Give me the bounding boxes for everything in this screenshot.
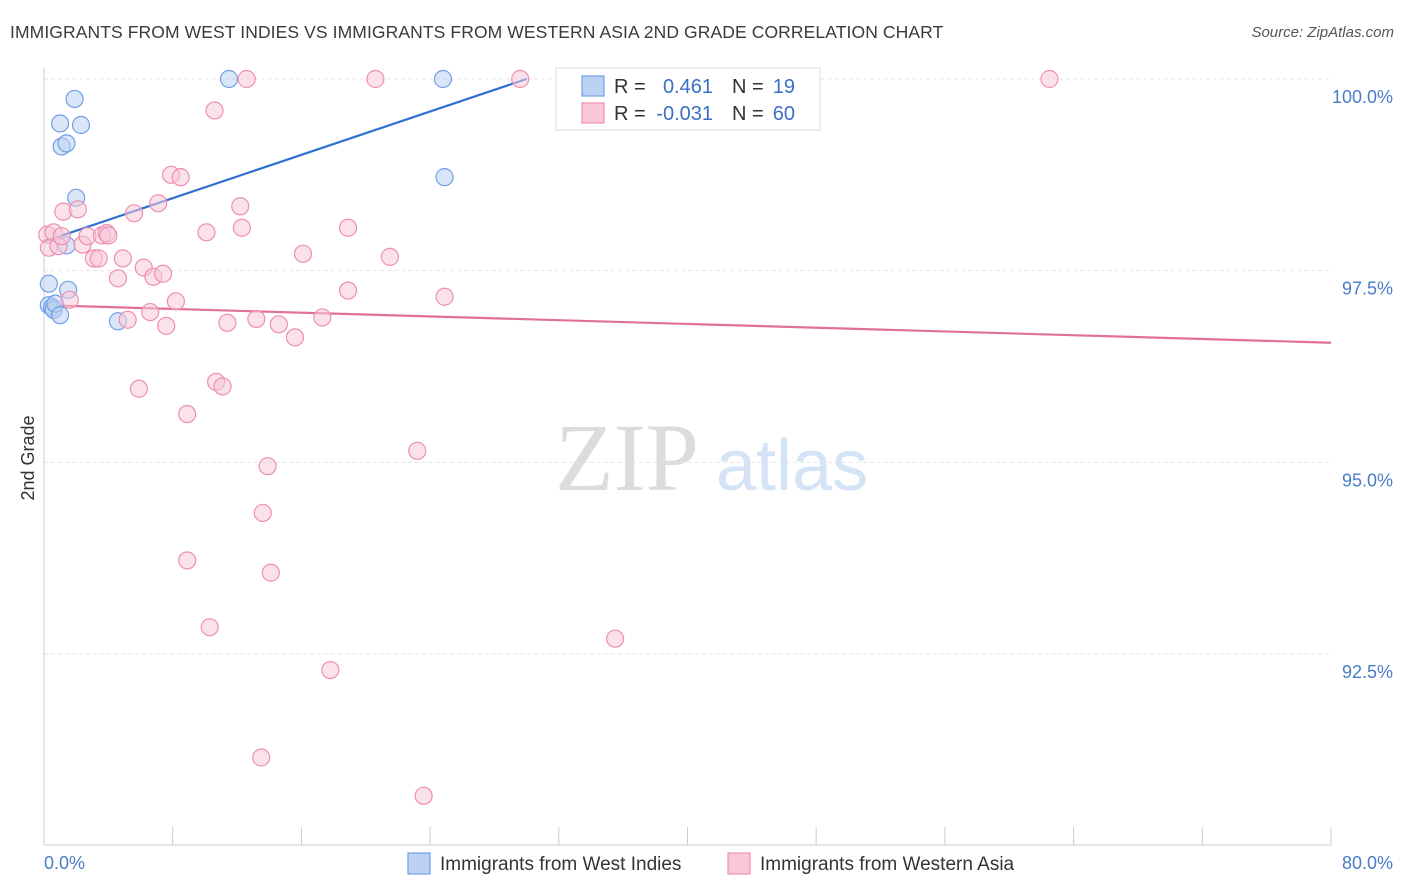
- point-western-asia: [149, 194, 168, 213]
- point-west-indies: [50, 306, 70, 325]
- point-west-indies: [65, 89, 84, 109]
- point-western-asia: [178, 551, 197, 570]
- series-legend-label-west-indies: Immigrants from West Indies: [440, 854, 681, 875]
- point-western-asia: [99, 226, 118, 245]
- point-western-asia: [171, 168, 190, 187]
- chart-title: IMMIGRANTS FROM WEST INDIES VS IMMIGRANT…: [10, 22, 944, 42]
- point-western-asia: [414, 786, 433, 805]
- point-western-asia: [237, 69, 256, 89]
- y-tick-label: 95.0%: [1342, 470, 1393, 490]
- point-west-indies: [433, 69, 453, 89]
- point-western-asia: [124, 204, 144, 223]
- point-west-indies: [219, 69, 239, 89]
- point-western-asia: [113, 249, 132, 268]
- point-western-asia: [205, 101, 224, 120]
- point-western-asia: [321, 660, 340, 680]
- legend-n-label-1: N =: [732, 76, 764, 98]
- point-west-indies: [57, 134, 76, 153]
- legend-n-label-2: N =: [732, 103, 764, 125]
- trendline-west-indies: [43, 77, 527, 243]
- point-western-asia: [213, 377, 232, 396]
- trendline-western-asia: [43, 304, 1332, 344]
- point-western-asia: [153, 264, 173, 283]
- y-axis-label: 2nd Grade: [18, 415, 38, 500]
- legend-swatch-west-indies: [581, 75, 605, 97]
- x-tick-label-min: 0.0%: [44, 853, 85, 873]
- stats-legend: R = 0.461 N = 19 R = -0.031 N = 60: [555, 67, 821, 131]
- legend-r-value-2: -0.031: [656, 103, 713, 125]
- point-west-indies: [39, 274, 58, 293]
- point-western-asia: [261, 563, 280, 582]
- legend-n-value-1: 19: [773, 76, 795, 98]
- point-western-asia: [606, 629, 625, 648]
- point-western-asia: [269, 315, 288, 334]
- point-western-asia: [366, 69, 385, 89]
- y-tick-label: 97.5%: [1342, 279, 1393, 299]
- point-western-asia: [68, 200, 87, 219]
- point-western-asia: [252, 748, 271, 767]
- point-western-asia: [108, 269, 128, 288]
- point-west-indies: [71, 115, 91, 135]
- point-western-asia: [200, 618, 219, 637]
- point-western-asia: [1040, 69, 1059, 89]
- point-western-asia: [166, 292, 186, 311]
- point-western-asia: [435, 287, 454, 306]
- x-tick-label-max: 80.0%: [1342, 853, 1393, 873]
- gridlines: [44, 78, 1331, 655]
- point-western-asia: [197, 223, 216, 242]
- axes: 100.0% 97.5% 95.0% 92.5% 0.0% 80.0%: [43, 68, 1393, 873]
- point-western-asia: [231, 197, 250, 216]
- watermark-zip: ZIP: [555, 404, 699, 511]
- point-western-asia: [258, 457, 277, 476]
- point-western-asia: [89, 249, 108, 268]
- point-western-asia: [408, 441, 427, 460]
- y-tick-label: 92.5%: [1342, 662, 1393, 682]
- point-western-asia: [338, 218, 358, 237]
- point-western-asia: [285, 328, 305, 347]
- point-west-indies: [435, 168, 454, 187]
- data-points: [38, 69, 1059, 805]
- point-western-asia: [60, 290, 79, 309]
- legend-swatch-western-asia: [581, 102, 605, 124]
- series-legend-swatch-west-indies: [407, 852, 431, 875]
- point-western-asia: [380, 247, 399, 266]
- series-legend-label-western-asia: Immigrants from Western Asia: [760, 854, 1015, 875]
- legend-r-label-1: R =: [614, 76, 646, 98]
- point-western-asia: [338, 281, 358, 300]
- point-western-asia: [157, 316, 176, 335]
- point-western-asia: [313, 308, 332, 327]
- legend-r-label-2: R =: [614, 103, 646, 125]
- source-label: Source: ZipAtlas.com: [1251, 24, 1394, 41]
- point-west-indies: [50, 114, 70, 133]
- legend-r-value-1: 0.461: [663, 76, 713, 98]
- point-western-asia: [232, 218, 251, 237]
- point-western-asia: [129, 379, 149, 398]
- point-western-asia: [52, 227, 71, 246]
- point-western-asia: [178, 404, 197, 424]
- point-western-asia: [218, 313, 237, 332]
- point-western-asia: [141, 302, 160, 322]
- legend-n-value-2: 60: [773, 103, 795, 125]
- point-western-asia: [118, 310, 137, 329]
- y-tick-label: 100.0%: [1332, 87, 1393, 107]
- series-legend: Immigrants from West Indies Immigrants f…: [407, 852, 1015, 875]
- point-western-asia: [293, 244, 313, 263]
- point-western-asia: [247, 309, 266, 329]
- series-legend-swatch-western-asia: [727, 852, 751, 875]
- point-western-asia: [253, 503, 272, 523]
- watermark-atlas: atlas: [716, 426, 868, 506]
- point-western-asia: [511, 69, 530, 89]
